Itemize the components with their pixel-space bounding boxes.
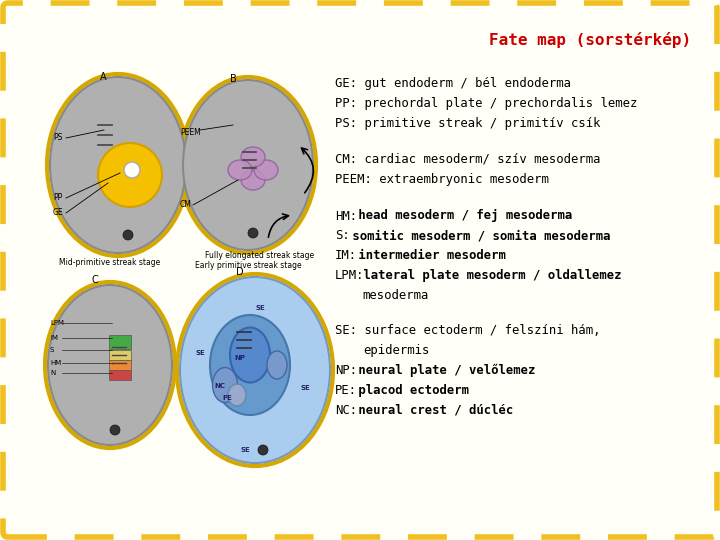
Ellipse shape	[230, 327, 270, 382]
Text: NP:: NP:	[335, 364, 357, 377]
Text: N: N	[50, 370, 55, 376]
Ellipse shape	[254, 160, 278, 180]
Text: CM: cardiac mesoderm/ szív mesoderma: CM: cardiac mesoderm/ szív mesoderma	[335, 153, 600, 166]
Text: lateral plate mesoderm / oldallemez: lateral plate mesoderm / oldallemez	[356, 269, 621, 282]
Ellipse shape	[50, 77, 186, 253]
Text: HM:: HM:	[335, 210, 357, 222]
FancyBboxPatch shape	[109, 335, 131, 349]
FancyBboxPatch shape	[109, 360, 131, 370]
Text: NP: NP	[235, 355, 246, 361]
Text: PEEM: PEEM	[180, 128, 201, 137]
FancyBboxPatch shape	[109, 350, 131, 360]
Text: PEEM: extraembryonic mesoderm: PEEM: extraembryonic mesoderm	[335, 173, 549, 186]
Text: head mesoderm / fej mesoderma: head mesoderm / fej mesoderma	[351, 210, 572, 222]
Text: NC: NC	[215, 383, 225, 389]
Text: Fate map (sorstérkép): Fate map (sorstérkép)	[489, 32, 691, 48]
Text: SE: SE	[240, 447, 250, 453]
Text: S:: S:	[335, 230, 349, 242]
Text: NC:: NC:	[335, 404, 357, 417]
Text: CM: CM	[180, 200, 192, 209]
Text: PP: prechordal plate / prechordalis lemez: PP: prechordal plate / prechordalis leme…	[335, 97, 637, 110]
Ellipse shape	[180, 277, 330, 463]
Text: S: S	[50, 347, 55, 353]
Text: Mid-primitive streak stage: Mid-primitive streak stage	[59, 258, 161, 267]
Text: PE: PE	[222, 395, 232, 401]
Text: D: D	[236, 267, 244, 277]
Text: SE: SE	[300, 385, 310, 391]
Text: LPM: LPM	[50, 320, 64, 326]
Text: GE: gut endoderm / bél endoderma: GE: gut endoderm / bél endoderma	[335, 77, 571, 90]
Circle shape	[123, 230, 133, 240]
Ellipse shape	[210, 315, 290, 415]
Text: PS: PS	[53, 133, 63, 142]
Text: SE: SE	[195, 350, 205, 356]
Text: Fully elongated streak stage: Fully elongated streak stage	[205, 251, 315, 260]
FancyBboxPatch shape	[109, 370, 131, 380]
Text: SE: surface ectoderm / felszíni hám,: SE: surface ectoderm / felszíni hám,	[335, 324, 600, 337]
FancyBboxPatch shape	[3, 3, 717, 537]
Circle shape	[248, 228, 258, 238]
Text: Early primitive streak stage: Early primitive streak stage	[194, 261, 301, 270]
Text: IM: IM	[50, 335, 58, 341]
Text: SE: SE	[255, 305, 265, 311]
Text: intermedier mesoderm: intermedier mesoderm	[351, 249, 505, 262]
Ellipse shape	[241, 170, 265, 190]
Text: PS: primitive streak / primitív csík: PS: primitive streak / primitív csík	[335, 117, 600, 130]
Circle shape	[258, 445, 268, 455]
Text: epidermis: epidermis	[363, 344, 429, 357]
Text: IM:: IM:	[335, 249, 357, 262]
Ellipse shape	[228, 384, 246, 406]
Ellipse shape	[183, 80, 313, 250]
Text: PP: PP	[53, 193, 62, 202]
Circle shape	[98, 143, 162, 207]
Text: LPM:: LPM:	[335, 269, 364, 282]
Circle shape	[110, 425, 120, 435]
Text: B: B	[230, 74, 236, 84]
Circle shape	[124, 162, 140, 178]
Ellipse shape	[267, 351, 287, 379]
Text: neural crest / dúcléc: neural crest / dúcléc	[351, 404, 513, 417]
Text: placod ectoderm: placod ectoderm	[351, 384, 469, 397]
Text: neural plate / velőlemez: neural plate / velőlemez	[351, 364, 535, 377]
Text: PE:: PE:	[335, 384, 357, 397]
Text: C: C	[91, 275, 99, 285]
Text: HM: HM	[50, 360, 61, 366]
Ellipse shape	[48, 285, 172, 445]
Text: GE: GE	[53, 208, 63, 217]
Text: mesoderma: mesoderma	[363, 289, 429, 302]
Ellipse shape	[241, 147, 265, 167]
Text: somitic mesoderm / somita mesoderma: somitic mesoderm / somita mesoderma	[346, 230, 611, 242]
Text: A: A	[99, 72, 107, 82]
Ellipse shape	[228, 160, 252, 180]
Ellipse shape	[212, 368, 238, 402]
